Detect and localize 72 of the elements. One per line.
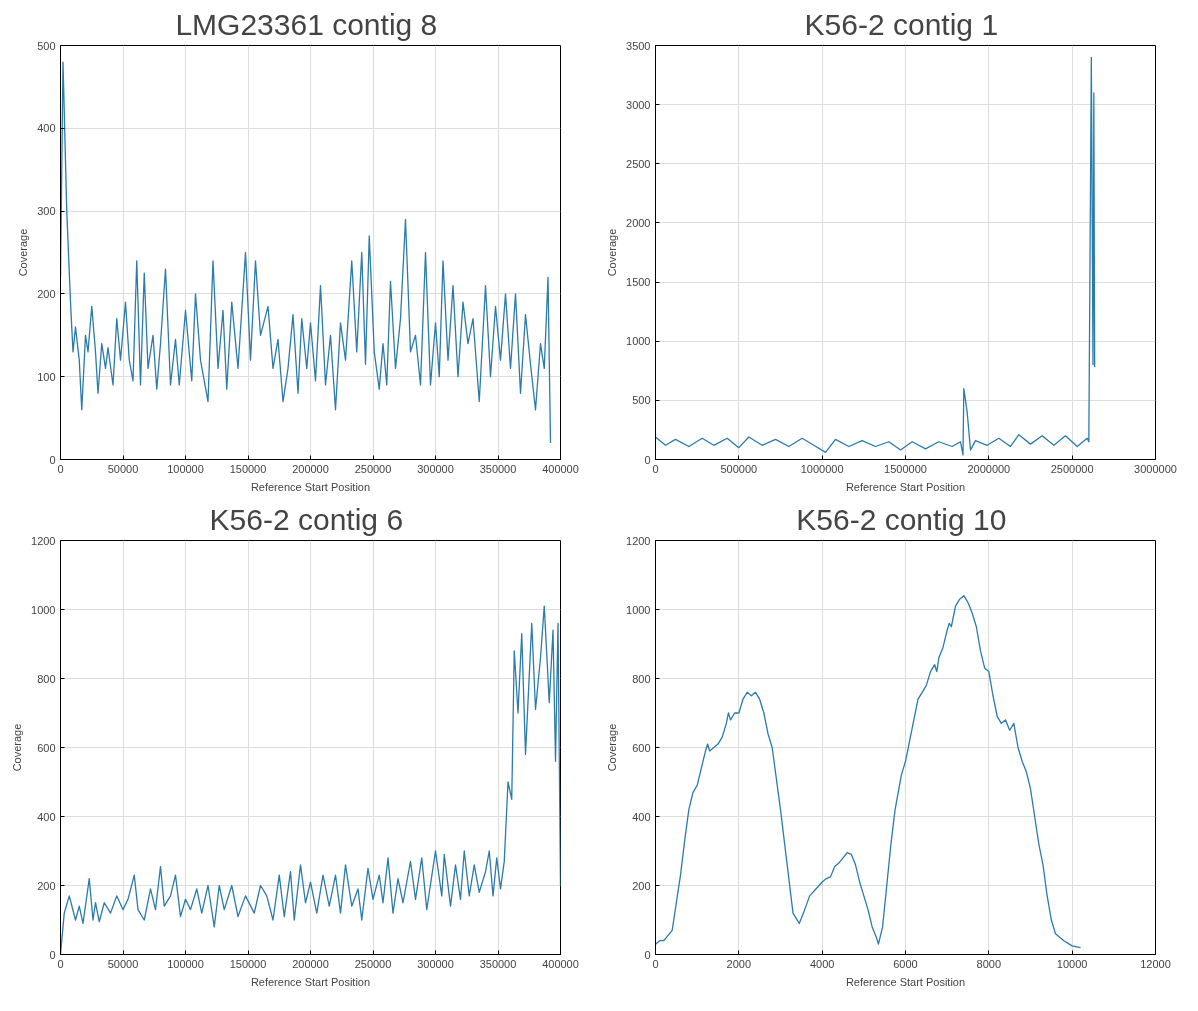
y-tick-label: 0 xyxy=(644,453,651,466)
x-axis-title: Reference Start Position xyxy=(250,975,371,988)
y-axis-title: Coverage xyxy=(606,723,619,772)
y-tick-label: 500 xyxy=(632,394,651,407)
x-tick-label: 200000 xyxy=(292,957,329,970)
x-tick-label: 150000 xyxy=(229,462,267,475)
x-tick-label: 0 xyxy=(652,462,659,475)
y-tick-label: 0 xyxy=(644,948,651,961)
y-tick-label: 800 xyxy=(632,672,651,685)
chart-title: K56-2 contig 1 xyxy=(804,7,999,41)
chart-title: K56-2 contig 6 xyxy=(209,502,404,536)
y-tick-label: 400 xyxy=(37,122,56,135)
y-tick-label: 3000 xyxy=(626,98,651,111)
y-tick-label: 1000 xyxy=(626,335,651,348)
x-tick-label: 1000000 xyxy=(800,462,844,475)
x-tick-label: 350000 xyxy=(479,957,517,970)
x-tick-label: 0 xyxy=(57,957,64,970)
x-tick-label: 50000 xyxy=(107,462,139,475)
x-tick-label: 150000 xyxy=(229,957,267,970)
x-tick-label: 12000 xyxy=(1140,957,1171,970)
x-tick-label: 1500000 xyxy=(884,462,927,475)
x-tick-label: 100000 xyxy=(167,462,204,475)
y-axis-title: Coverage xyxy=(606,228,619,277)
chart-title: LMG23361 contig 8 xyxy=(175,7,438,41)
y-tick-label: 300 xyxy=(37,205,56,218)
x-tick-label: 250000 xyxy=(354,957,392,970)
x-tick-label: 100000 xyxy=(167,957,204,970)
x-tick-label: 300000 xyxy=(417,957,454,970)
y-axis-title: Coverage xyxy=(11,723,24,772)
x-tick-label: 2000 xyxy=(726,957,752,970)
y-tick-label: 0 xyxy=(49,453,56,466)
y-tick-label: 100 xyxy=(37,370,56,383)
y-tick-label: 1500 xyxy=(626,276,651,289)
x-axis-title: Reference Start Position xyxy=(250,480,371,493)
x-tick-label: 400000 xyxy=(542,462,579,475)
x-tick-label: 2500000 xyxy=(1050,462,1094,475)
y-tick-label: 500 xyxy=(37,39,56,52)
y-tick-label: 800 xyxy=(37,672,56,685)
x-tick-label: 0 xyxy=(57,462,64,475)
x-axis-title: Reference Start Position xyxy=(845,480,966,493)
y-tick-label: 1000 xyxy=(626,603,651,616)
y-tick-label: 2500 xyxy=(626,157,651,170)
x-tick-label: 350000 xyxy=(479,462,517,475)
y-tick-label: 400 xyxy=(37,810,56,823)
y-tick-label: 200 xyxy=(37,879,56,892)
x-tick-label: 500000 xyxy=(720,462,758,475)
y-tick-label: 400 xyxy=(632,810,651,823)
x-tick-label: 6000 xyxy=(893,957,918,970)
chart-title: K56-2 contig 10 xyxy=(796,502,1007,536)
y-tick-label: 600 xyxy=(632,741,651,754)
x-tick-label: 10000 xyxy=(1056,957,1088,970)
x-tick-label: 200000 xyxy=(292,462,329,475)
y-tick-label: 600 xyxy=(37,741,56,754)
x-tick-label: 300000 xyxy=(417,462,454,475)
x-tick-label: 3000000 xyxy=(1134,462,1177,475)
y-axis-title: Coverage xyxy=(17,228,30,277)
y-tick-label: 1200 xyxy=(626,534,651,547)
y-tick-label: 200 xyxy=(37,287,56,300)
x-tick-label: 8000 xyxy=(976,957,1002,970)
x-tick-label: 400000 xyxy=(542,957,579,970)
y-tick-label: 3500 xyxy=(626,39,651,52)
y-tick-label: 200 xyxy=(632,879,651,892)
y-tick-label: 1000 xyxy=(31,603,56,616)
x-tick-label: 2000000 xyxy=(967,462,1011,475)
y-tick-label: 2000 xyxy=(626,216,651,229)
x-tick-label: 50000 xyxy=(107,957,139,970)
x-tick-label: 250000 xyxy=(354,462,392,475)
y-tick-label: 1200 xyxy=(31,534,56,547)
x-tick-label: 4000 xyxy=(809,957,835,970)
y-tick-label: 0 xyxy=(49,948,56,961)
x-axis-title: Reference Start Position xyxy=(845,975,966,988)
x-tick-label: 0 xyxy=(652,957,659,970)
